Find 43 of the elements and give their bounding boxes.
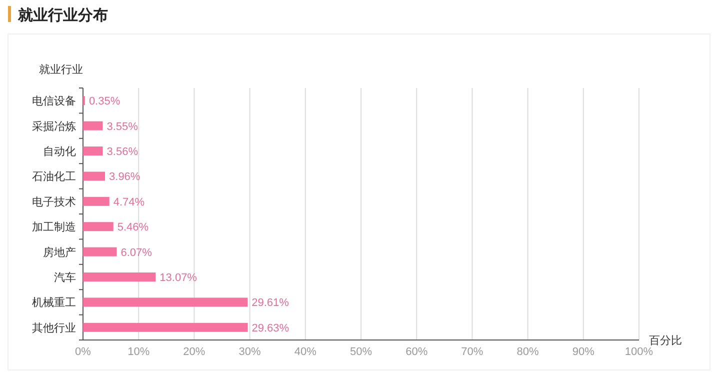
y-tick-label: 电子技术 <box>32 195 76 208</box>
data-label: 0.35% <box>88 96 120 108</box>
y-tick-label: 加工制造 <box>32 220 76 234</box>
data-label: 3.56% <box>106 146 138 158</box>
x-tick-label: 0% <box>75 346 92 358</box>
bar <box>83 196 110 206</box>
x-tick-label: 80% <box>516 346 540 358</box>
y-axis-title: 就业行业 <box>39 63 83 76</box>
bar <box>83 247 117 256</box>
data-label: 4.74% <box>113 196 145 208</box>
x-tick-label: 100% <box>624 346 654 358</box>
y-tick-label: 机械重工 <box>32 296 76 310</box>
x-tick-label: 10% <box>128 346 150 358</box>
data-label: 3.55% <box>106 120 138 133</box>
data-label: 3.96% <box>109 171 140 184</box>
x-tick-label: 70% <box>461 346 484 358</box>
y-tick-label: 自动化 <box>43 146 76 158</box>
x-tick-label: 30% <box>238 346 262 358</box>
x-tick-label: 60% <box>406 346 428 358</box>
data-label: 13.07% <box>160 272 198 284</box>
y-tick-label: 房地产 <box>43 246 76 259</box>
bar <box>83 272 156 282</box>
bar <box>83 322 248 332</box>
bar <box>83 172 106 181</box>
data-label: 6.07% <box>120 246 152 259</box>
data-label: 29.61% <box>252 297 290 310</box>
y-tick-label: 石油化工 <box>32 170 76 184</box>
x-tick-label: 90% <box>572 346 595 358</box>
x-tick-label: 40% <box>294 346 317 358</box>
y-tick-label: 其他行业 <box>32 321 76 334</box>
bar <box>83 146 103 156</box>
y-tick-label: 电信设备 <box>32 94 76 108</box>
y-tick-label: 汽车 <box>54 271 76 284</box>
bar <box>83 121 103 130</box>
bar <box>83 222 114 232</box>
x-axis-title: 百分比 <box>649 334 682 347</box>
x-tick-label: 50% <box>350 346 372 358</box>
data-label: 29.63% <box>252 322 290 334</box>
chart-title: 就业行业分布 <box>17 7 108 24</box>
data-label: 5.46% <box>117 222 149 234</box>
bar <box>83 298 248 307</box>
x-tick-label: 20% <box>183 346 206 358</box>
y-tick-label: 采掘冶炼 <box>32 120 76 133</box>
